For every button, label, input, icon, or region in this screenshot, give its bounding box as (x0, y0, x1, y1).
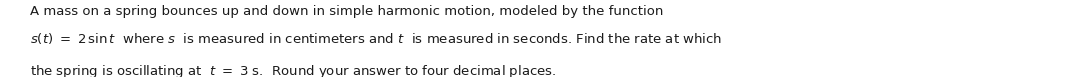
Text: the spring is oscillating at  $t$ $=$ $3$ s.  Round your answer to four decimal : the spring is oscillating at $t$ $=$ $3$… (30, 63, 557, 77)
Text: $s(t)$ $=$ $2\,\mathrm{sin}\,t$  where $s$  is measured in centimeters and $t$  : $s(t)$ $=$ $2\,\mathrm{sin}\,t$ where $s… (30, 31, 723, 46)
Text: A mass on a spring bounces up and down in simple harmonic motion, modeled by the: A mass on a spring bounces up and down i… (30, 5, 664, 18)
